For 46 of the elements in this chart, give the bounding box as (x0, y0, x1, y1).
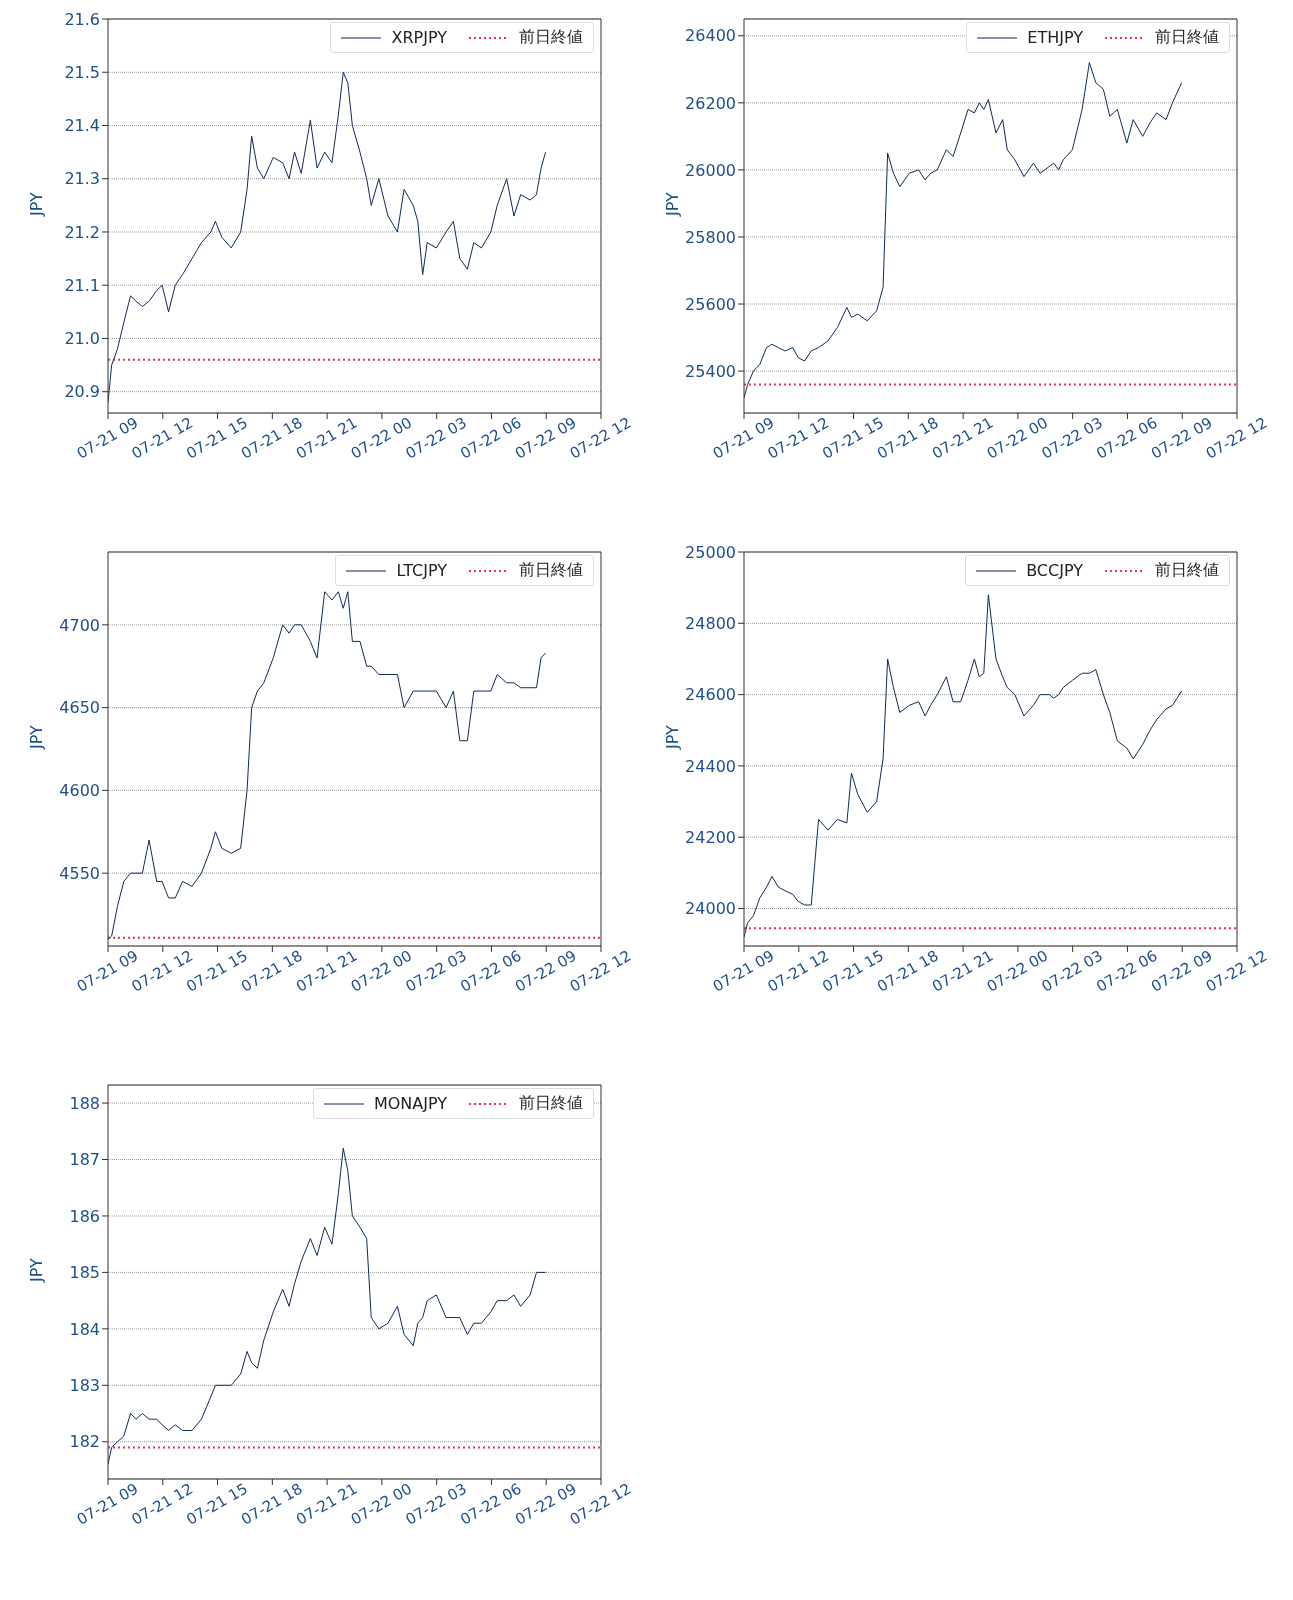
legend-label: 前日終値 (519, 27, 583, 48)
legend-label: ETHJPY (1027, 28, 1083, 47)
y-tick-label: 184 (69, 1319, 100, 1339)
y-tick-label: 21.4 (64, 116, 100, 136)
y-tick-label: 4550 (59, 863, 100, 883)
y-tick-label: 21.1 (64, 275, 100, 295)
y-tick-label: 182 (69, 1432, 100, 1452)
y-tick-label: 25000 (685, 542, 736, 562)
legend-label: 前日終値 (519, 560, 583, 581)
y-tick-label: 186 (69, 1206, 100, 1226)
y-tick-label: 21.2 (64, 222, 100, 242)
legend-label: 前日終値 (1155, 27, 1219, 48)
y-tick-label: 26400 (685, 26, 736, 46)
y-tick-label: 188 (69, 1093, 100, 1113)
y-tick-label: 24600 (685, 685, 736, 705)
y-tick-label: 4650 (59, 698, 100, 718)
y-tick-label: 187 (69, 1150, 100, 1170)
y-tick-label: 20.9 (64, 382, 100, 402)
y-tick-label: 4600 (59, 781, 100, 801)
legend-label: 前日終値 (1155, 560, 1219, 581)
y-tick-label: 25600 (685, 294, 736, 314)
legend-label: LTCJPY (396, 561, 447, 580)
y-tick-label: 26000 (685, 160, 736, 180)
y-tick-label: 24800 (685, 613, 736, 633)
y-tick-label: 185 (69, 1263, 100, 1283)
y-tick-label: 26200 (685, 93, 736, 113)
y-axis-title: JPY (26, 724, 46, 750)
y-axis-title: JPY (26, 1257, 46, 1283)
y-axis-title: JPY (26, 191, 46, 217)
y-axis-title: JPY (662, 724, 682, 750)
y-tick-label: 24000 (685, 899, 736, 919)
y-tick-label: 21.6 (64, 9, 100, 29)
y-tick-label: 25400 (685, 361, 736, 381)
y-tick-label: 24400 (685, 756, 736, 776)
y-axis-title: JPY (662, 191, 682, 217)
legend-label: MONAJPY (373, 1094, 447, 1113)
legend-label: XRPJPY (391, 28, 447, 47)
y-tick-label: 24200 (685, 827, 736, 847)
y-tick-label: 25800 (685, 227, 736, 247)
legend-label: 前日終値 (519, 1093, 583, 1114)
y-tick-label: 183 (69, 1375, 100, 1395)
y-tick-label: 4700 (59, 615, 100, 635)
y-tick-label: 21.3 (64, 169, 100, 189)
y-tick-label: 21.5 (64, 62, 100, 82)
legend-label: BCCJPY (1026, 561, 1083, 580)
y-tick-label: 21.0 (64, 329, 100, 349)
